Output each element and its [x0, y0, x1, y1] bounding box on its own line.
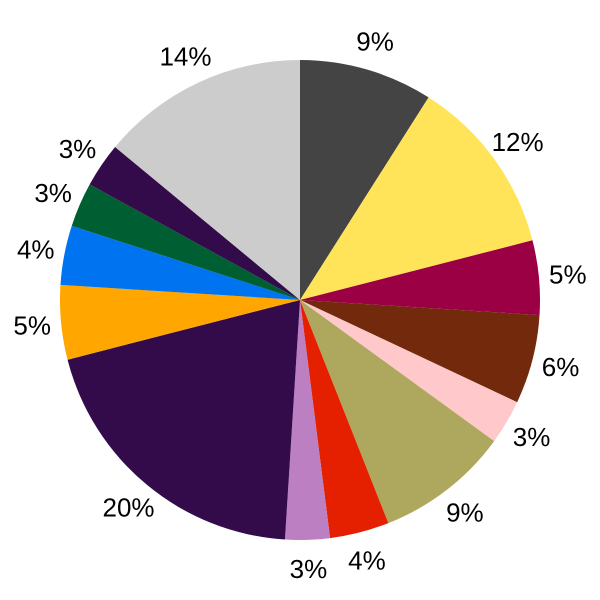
svg-text:20%: 20% [103, 492, 155, 522]
svg-text:5%: 5% [13, 310, 51, 340]
svg-text:6%: 6% [542, 352, 580, 382]
svg-text:3%: 3% [34, 178, 72, 208]
svg-text:4%: 4% [348, 546, 386, 576]
svg-text:9%: 9% [356, 27, 394, 57]
svg-text:3%: 3% [290, 554, 328, 584]
svg-text:5%: 5% [549, 260, 587, 290]
svg-text:12%: 12% [492, 127, 544, 157]
svg-text:3%: 3% [513, 422, 551, 452]
svg-text:4%: 4% [17, 235, 55, 265]
svg-text:9%: 9% [446, 498, 484, 528]
svg-text:3%: 3% [59, 134, 97, 164]
svg-text:14%: 14% [159, 42, 211, 72]
